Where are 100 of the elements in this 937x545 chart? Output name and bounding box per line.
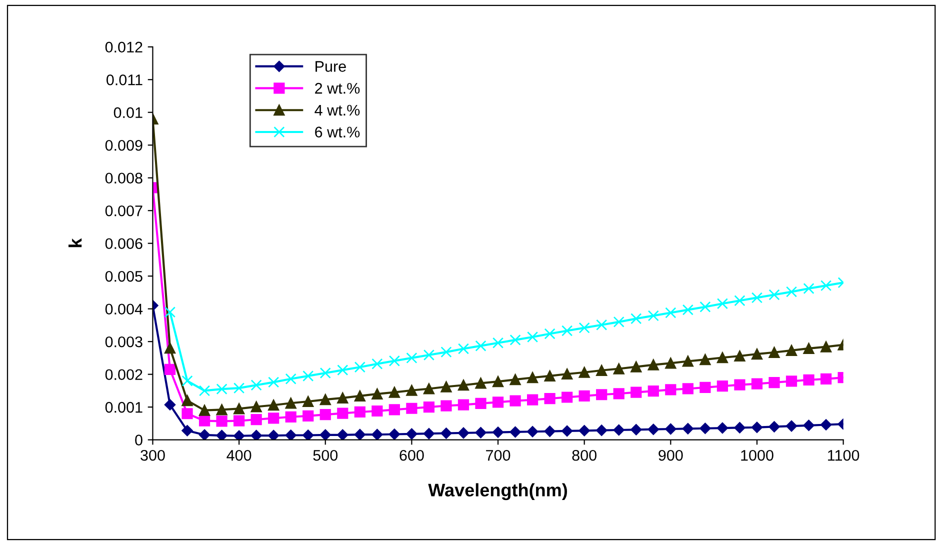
point <box>406 384 418 396</box>
point <box>561 425 573 437</box>
point <box>492 337 504 348</box>
point <box>786 286 798 298</box>
point <box>250 414 262 426</box>
point <box>320 367 331 379</box>
point <box>354 406 366 418</box>
point <box>786 344 798 356</box>
point <box>320 409 331 420</box>
legend-label: 2 wt.% <box>315 82 360 94</box>
point <box>803 420 814 432</box>
point <box>648 385 659 397</box>
point <box>216 430 228 440</box>
point <box>492 426 504 438</box>
point <box>285 411 296 422</box>
point <box>458 380 470 391</box>
y-tick-label: 0.006 <box>105 238 142 250</box>
point <box>372 405 383 417</box>
point <box>648 310 659 322</box>
point <box>682 356 694 367</box>
x-tick-label: 500 <box>313 450 338 461</box>
point <box>302 370 314 382</box>
y-tick-label: 0.011 <box>106 74 142 86</box>
point <box>406 352 418 364</box>
point <box>320 429 331 440</box>
point <box>613 363 624 374</box>
point <box>354 428 366 440</box>
point <box>786 420 798 432</box>
point <box>164 399 176 410</box>
point <box>562 325 573 336</box>
point <box>734 295 746 306</box>
point <box>630 313 642 324</box>
x-tick-label: 300 <box>140 450 165 461</box>
point <box>768 346 780 358</box>
point <box>198 415 210 426</box>
legend-label: 4 wt.% <box>314 104 360 116</box>
point <box>734 350 746 362</box>
point <box>388 355 400 366</box>
point <box>526 372 538 384</box>
y-tick-label: 0.009 <box>105 140 142 151</box>
y-tick-label: 0.01 <box>114 107 142 118</box>
point <box>768 289 780 300</box>
y-tick-label: 0.007 <box>105 205 142 216</box>
point <box>820 419 832 430</box>
point <box>630 424 642 436</box>
point <box>492 376 504 388</box>
point <box>682 304 694 316</box>
point <box>803 374 814 386</box>
point <box>716 298 728 310</box>
point <box>700 354 711 366</box>
x-tick-label: 600 <box>400 450 424 461</box>
point <box>337 364 348 376</box>
point <box>388 404 400 416</box>
point <box>302 396 314 408</box>
point <box>510 334 521 346</box>
point <box>648 424 659 435</box>
point <box>751 378 763 390</box>
point <box>372 428 383 440</box>
point <box>458 399 470 410</box>
point <box>440 428 452 439</box>
point <box>302 430 314 440</box>
point <box>526 331 538 343</box>
point <box>803 282 814 294</box>
point <box>475 398 486 410</box>
point <box>734 379 746 390</box>
point <box>510 426 521 438</box>
point <box>268 376 280 388</box>
point <box>233 415 245 426</box>
point <box>285 398 296 409</box>
point <box>250 401 262 412</box>
point <box>182 425 193 436</box>
point <box>734 422 746 434</box>
point <box>233 403 245 414</box>
point <box>665 307 676 318</box>
point <box>354 390 366 402</box>
y-tick-label: 0.002 <box>105 369 142 380</box>
x-tick-label: 900 <box>658 450 683 461</box>
y-tick-label: 0.008 <box>105 172 142 184</box>
y-axis-title: k <box>68 238 82 248</box>
point <box>682 423 694 434</box>
point <box>182 408 193 420</box>
point <box>458 427 470 439</box>
y-tick-label: 0.012 <box>105 42 142 53</box>
point <box>820 280 832 292</box>
point <box>492 396 504 408</box>
point <box>768 376 780 388</box>
point <box>665 384 676 396</box>
y-tick-label: 0.003 <box>105 336 142 348</box>
point <box>613 388 624 400</box>
point <box>596 364 608 376</box>
point <box>700 301 711 312</box>
point <box>198 385 210 396</box>
legend-label: 6 wt.% <box>315 126 360 138</box>
point <box>526 394 538 406</box>
point <box>216 384 228 395</box>
point <box>682 383 694 394</box>
point <box>544 370 556 382</box>
point <box>423 349 435 361</box>
point <box>285 430 296 440</box>
point <box>510 374 521 386</box>
